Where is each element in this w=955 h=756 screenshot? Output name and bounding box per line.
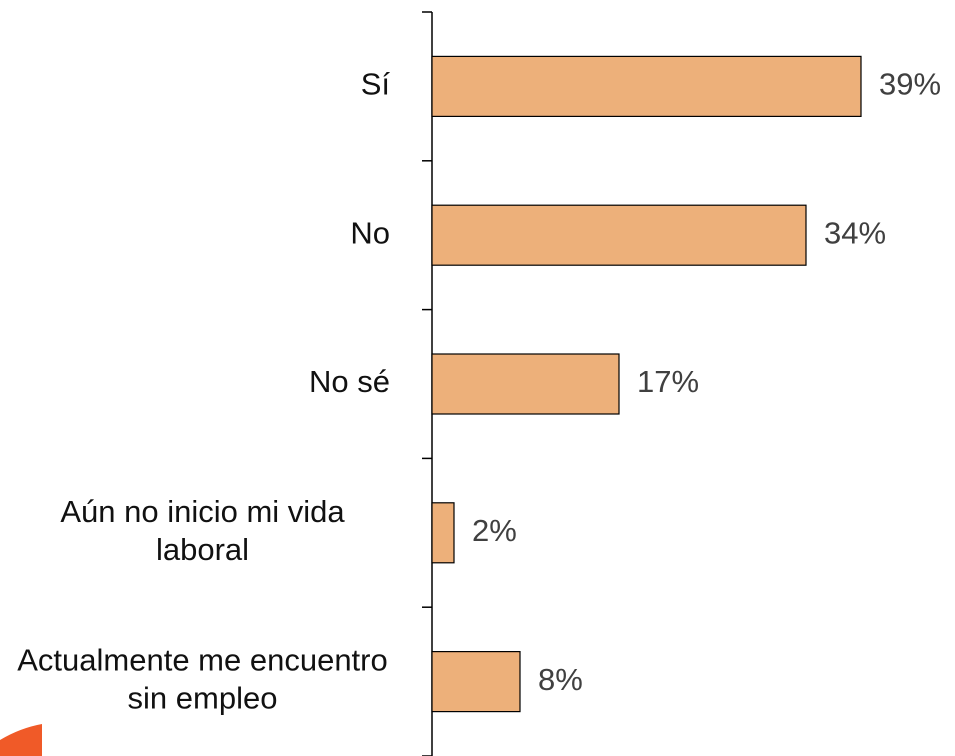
label-line: laboral [156, 532, 249, 567]
category-label: Actualmente me encuentro sin empleo [17, 643, 388, 716]
value-label: 34% [824, 215, 886, 250]
label-line: Actualmente me encuentro [17, 643, 388, 678]
bar [431, 650, 521, 713]
bar [431, 55, 862, 118]
value-label: 2% [472, 513, 517, 548]
decoration [0, 724, 42, 756]
category-label: Sí [361, 67, 391, 102]
category-label: No sé [309, 364, 390, 399]
value-label: 8% [538, 662, 583, 697]
value-label: 39% [879, 67, 941, 102]
category-label: No [350, 215, 390, 250]
label-line: Aún no inicio mi vida [60, 494, 345, 529]
bar [431, 353, 620, 415]
value-label: 17% [637, 364, 699, 399]
bar [431, 204, 807, 266]
bar [431, 502, 455, 564]
category-label: Aún no inicio mi vida laboral [60, 494, 345, 567]
label-line: sin empleo [128, 681, 278, 716]
